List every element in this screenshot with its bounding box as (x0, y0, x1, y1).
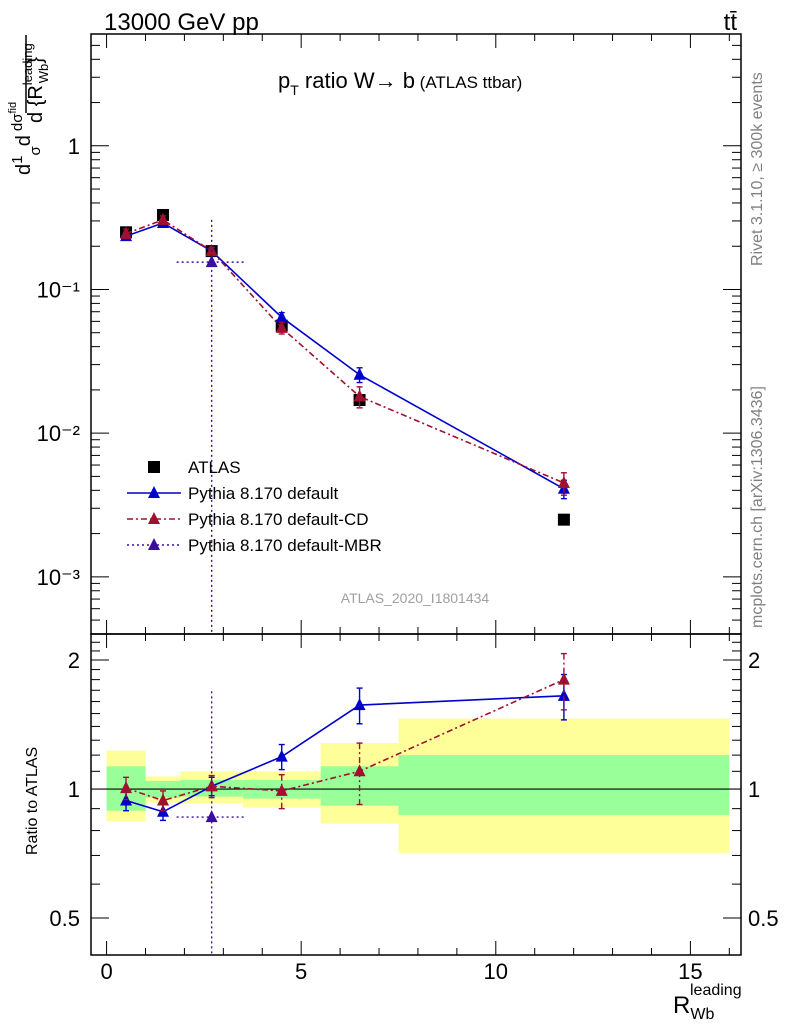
y-tick-label-3: 1 (68, 134, 80, 159)
analysis-id: ATLAS_2020_I1801434 (341, 590, 490, 606)
x-tick-label-5: 5 (295, 959, 307, 984)
legend-label-0: ATLAS (188, 458, 241, 477)
x-label-sub: Wb (690, 1006, 714, 1023)
title-rest: ratio W→ b (299, 68, 415, 93)
x-axis-label: RWb (673, 992, 714, 1023)
ratio-y-tick-label-left-0: 0.5 (49, 906, 80, 931)
ratio-cd-point-2 (205, 779, 218, 792)
ratio-cd-point-5 (557, 672, 570, 685)
header-beam: 13000 GeV pp (104, 9, 259, 36)
title-sub: T (290, 82, 299, 98)
y-tick-label-2: 10⁻¹ (37, 277, 80, 302)
ratio-mbr-point-0 (205, 810, 218, 823)
y-axis-label-top: d1σddσfid d {RleadingWb} (7, 35, 51, 175)
ratio-default-point-5 (557, 688, 570, 701)
legend-marker-1 (148, 486, 160, 498)
header-process: tt̄ (724, 9, 738, 36)
band-inner-5 (398, 755, 730, 815)
legend-label-1: Pythia 8.170 default (188, 484, 339, 503)
main-default-point-4 (353, 367, 366, 380)
title-main: p (278, 68, 290, 93)
legend-label-2: Pythia 8.170 default-CD (188, 510, 369, 529)
main-cd-point-0 (120, 226, 133, 239)
ratio-cd-point-4 (353, 764, 366, 777)
main-default-point-3 (275, 310, 288, 323)
ratio-default-point-4 (353, 698, 366, 711)
x-label-sup: leading (690, 982, 742, 999)
main-mbr-point-0 (205, 255, 218, 268)
main-cd-point-3 (275, 320, 288, 333)
rivet-label: Rivet 3.1.10, ≥ 300k events (749, 72, 766, 266)
x-tick-label-15: 15 (678, 959, 702, 984)
ratio-cd-point-0 (120, 781, 133, 794)
ratio-default-point-3 (275, 749, 288, 762)
title-small: (ATLAS ttbar) (415, 73, 522, 92)
ratio-y-tick-label-left-2: 2 (68, 648, 80, 673)
legend: ATLAS Pythia 8.170 default Pythia 8.170 de… (127, 458, 382, 555)
legend-label-3: Pythia 8.170 default-MBR (188, 536, 382, 555)
y-tick-label-0: 10⁻³ (37, 565, 80, 590)
ratio-cd-line (125, 678, 565, 802)
x-tick-label-10: 10 (484, 959, 508, 984)
main-default-line (125, 222, 565, 490)
main-atlas-point-5 (557, 513, 570, 526)
main-cd-point-1 (157, 212, 170, 225)
ratio-y-tick-label-right-2: 2 (748, 648, 760, 673)
plot-frames (90, 33, 742, 956)
main-cd-line (125, 219, 565, 484)
x-label-main: R (673, 992, 690, 1019)
y-tick-label-1: 10⁻² (37, 421, 80, 446)
ratio-frame (90, 633, 742, 956)
main-cd-point-4 (353, 389, 366, 402)
ratio-cd-point-3 (275, 783, 288, 796)
y-axis-label-top-drawn: d1σddσfid d {RleadingWb} (7, 43, 51, 175)
plot-title: pT ratio W→ b (ATLAS ttbar) (278, 68, 522, 98)
mcplots-label: mcplots.cern.ch [arXiv:1306.3436] (749, 386, 766, 628)
ratio-y-tick-label-left-1: 1 (68, 777, 80, 802)
ratio-y-tick-label-right-0: 0.5 (748, 906, 779, 931)
legend-marker-0 (148, 461, 160, 473)
y-axis-label-ratio: Ratio to ATLAS (24, 747, 41, 855)
main-cd-point-5 (557, 475, 570, 488)
ratio-default-line (125, 695, 564, 813)
ratio-y-tick-label-right-1: 1 (748, 777, 760, 802)
legend-marker-2 (148, 512, 160, 524)
legend-marker-3 (148, 538, 160, 550)
ratio-cd-point-1 (157, 793, 170, 806)
data-series (120, 208, 570, 955)
axis-ticks: 0 5 10 15 10⁻³ 10⁻² 10⁻¹ 1 0.5 0.5 1 1 2 2 (37, 33, 779, 984)
x-tick-label-0: 0 (100, 959, 112, 984)
ratio-uncertainty-bands (91, 718, 741, 853)
